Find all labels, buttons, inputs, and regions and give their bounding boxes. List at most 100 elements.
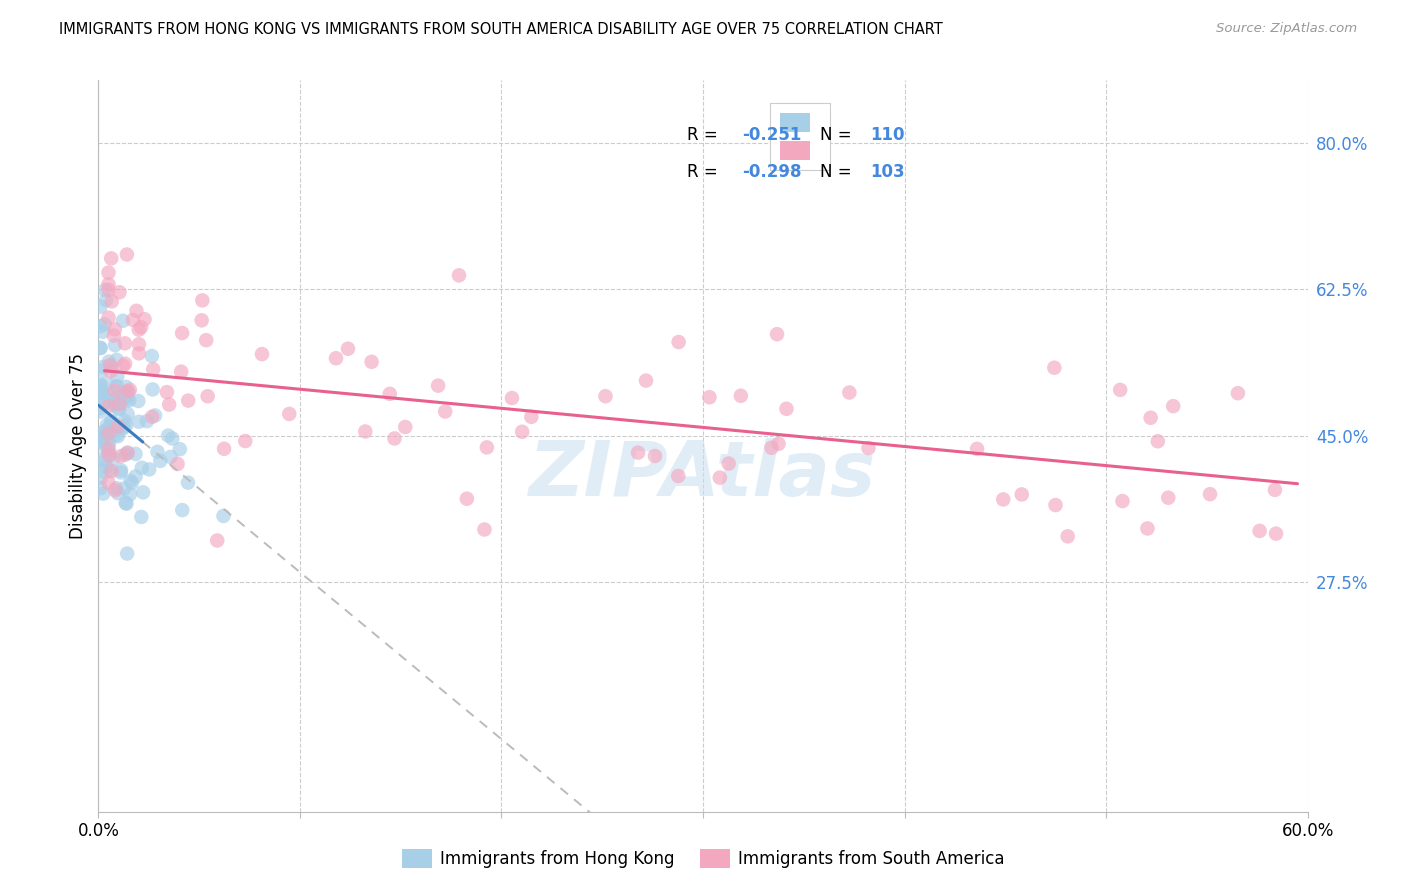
Point bbox=[103, 328, 125, 343]
Point bbox=[112, 359, 135, 373]
Point bbox=[90, 378, 112, 392]
Point bbox=[131, 460, 153, 475]
Text: 110: 110 bbox=[870, 126, 904, 145]
Point bbox=[156, 385, 179, 400]
Point bbox=[325, 351, 347, 366]
Point bbox=[115, 417, 138, 432]
Point bbox=[118, 487, 141, 501]
Point bbox=[127, 394, 149, 409]
Point bbox=[278, 407, 301, 421]
Point bbox=[250, 347, 273, 361]
Point bbox=[91, 486, 114, 500]
Point bbox=[1146, 434, 1168, 449]
Point bbox=[128, 415, 150, 429]
Point bbox=[97, 437, 120, 451]
Point bbox=[98, 449, 121, 463]
Point bbox=[1199, 487, 1222, 501]
Point bbox=[434, 404, 457, 418]
Point bbox=[104, 483, 127, 498]
Point bbox=[97, 434, 120, 448]
Point bbox=[115, 547, 138, 561]
Point bbox=[93, 438, 115, 452]
Point bbox=[91, 359, 114, 374]
Point bbox=[157, 398, 180, 412]
Point bbox=[212, 508, 235, 523]
Point bbox=[125, 303, 148, 318]
Point bbox=[108, 401, 131, 416]
Point bbox=[142, 362, 165, 376]
Point bbox=[93, 424, 115, 438]
Point bbox=[115, 247, 138, 261]
Point bbox=[117, 446, 139, 460]
Point bbox=[98, 463, 121, 477]
Point bbox=[159, 450, 181, 464]
Legend: Immigrants from Hong Kong, Immigrants from South America: Immigrants from Hong Kong, Immigrants fr… bbox=[395, 842, 1011, 875]
Point bbox=[177, 393, 200, 408]
Point bbox=[105, 428, 128, 442]
Point bbox=[90, 464, 112, 478]
Point bbox=[90, 481, 112, 495]
Point bbox=[128, 346, 150, 360]
Point bbox=[474, 523, 496, 537]
Point bbox=[121, 476, 143, 491]
Point bbox=[157, 428, 180, 442]
Point bbox=[117, 446, 139, 460]
Point bbox=[378, 387, 401, 401]
Point bbox=[858, 441, 880, 455]
Point bbox=[191, 293, 214, 308]
Point bbox=[91, 435, 114, 450]
Point bbox=[108, 396, 131, 410]
Point bbox=[89, 341, 111, 355]
Point bbox=[212, 442, 235, 456]
Point bbox=[170, 365, 193, 379]
Point bbox=[89, 300, 111, 314]
Point bbox=[1264, 483, 1286, 497]
Text: R =: R = bbox=[688, 162, 723, 181]
Point bbox=[143, 409, 166, 423]
Text: IMMIGRANTS FROM HONG KONG VS IMMIGRANTS FROM SOUTH AMERICA DISABILITY AGE OVER 7: IMMIGRANTS FROM HONG KONG VS IMMIGRANTS … bbox=[59, 22, 943, 37]
Point bbox=[107, 419, 129, 434]
Point bbox=[100, 294, 122, 309]
Point bbox=[1011, 487, 1033, 501]
Point bbox=[634, 374, 657, 388]
Point bbox=[110, 449, 132, 463]
Point bbox=[96, 293, 118, 307]
Point bbox=[103, 398, 125, 412]
Point bbox=[141, 349, 163, 363]
Point bbox=[108, 397, 131, 411]
Point bbox=[104, 384, 127, 398]
Point bbox=[1265, 526, 1288, 541]
Point bbox=[166, 457, 188, 471]
Point bbox=[190, 313, 212, 327]
Point bbox=[97, 310, 120, 325]
Point bbox=[97, 266, 120, 280]
Point bbox=[97, 388, 120, 402]
Text: -0.251: -0.251 bbox=[742, 126, 801, 145]
Point bbox=[118, 393, 141, 408]
Point bbox=[699, 390, 721, 404]
Point bbox=[644, 449, 666, 463]
Point bbox=[233, 434, 256, 448]
Point bbox=[1111, 494, 1133, 508]
Point bbox=[90, 384, 112, 399]
Point bbox=[100, 414, 122, 428]
Point bbox=[114, 496, 136, 510]
Point bbox=[172, 326, 194, 340]
Point bbox=[96, 376, 118, 391]
Point bbox=[501, 391, 523, 405]
Point bbox=[118, 383, 141, 397]
Point bbox=[172, 503, 194, 517]
Point bbox=[709, 470, 731, 484]
Point bbox=[128, 323, 150, 337]
Point bbox=[104, 322, 127, 336]
Point bbox=[384, 432, 406, 446]
Point bbox=[142, 383, 165, 397]
Point bbox=[100, 359, 122, 373]
Point bbox=[134, 312, 156, 326]
Point bbox=[105, 369, 128, 384]
Point bbox=[668, 334, 690, 349]
Point bbox=[1157, 491, 1180, 505]
Point bbox=[98, 446, 121, 460]
Point bbox=[115, 392, 138, 407]
Point bbox=[105, 379, 128, 393]
